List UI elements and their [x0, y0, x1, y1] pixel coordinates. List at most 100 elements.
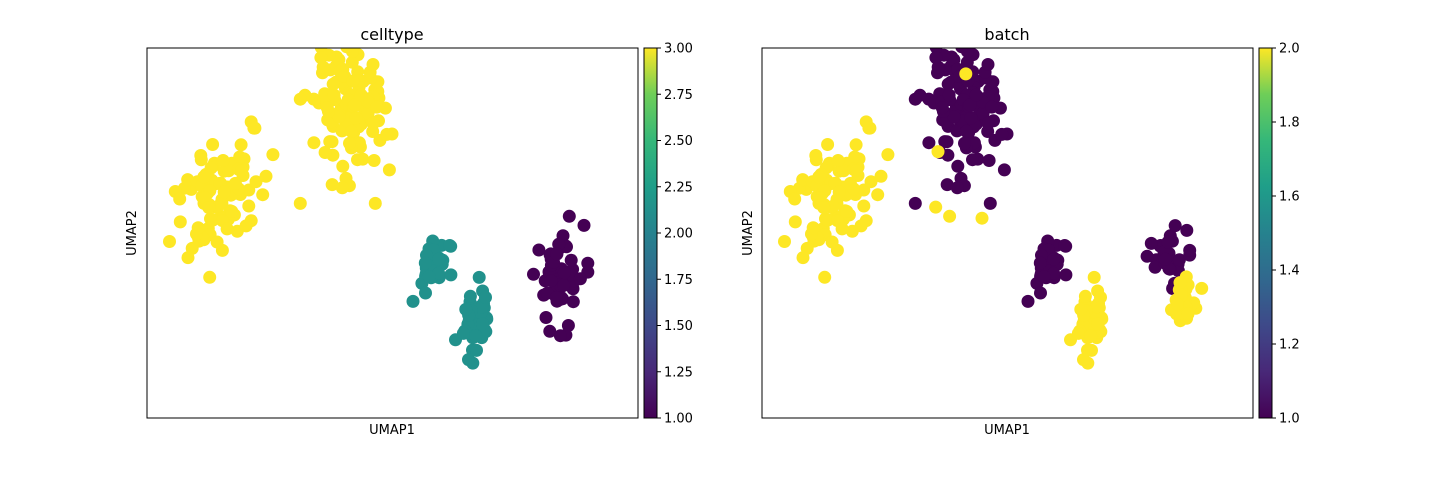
scatter-point [234, 138, 248, 152]
scatter-point [788, 215, 802, 229]
scatter-point [778, 235, 791, 248]
scatter-point [850, 164, 864, 178]
scatter-point [347, 15, 360, 28]
scatter-point [354, 88, 368, 102]
scatter-point [314, 51, 328, 65]
scatter-point [228, 176, 242, 190]
scatter-point [1181, 307, 1195, 321]
scatter-point [835, 222, 849, 236]
colorbar-tick-label: 1.4 [1279, 264, 1300, 279]
colorbar: 1.0 1.2 1.4 1.6 1.8 2.0 [1258, 42, 1300, 427]
scatter-point [422, 270, 436, 284]
scatter-point [959, 20, 972, 33]
scatter-point [418, 256, 432, 270]
scatter-point [1058, 239, 1072, 252]
scatter-point [327, 88, 341, 102]
scatter-point [346, 74, 360, 88]
scatter-point [943, 209, 957, 223]
scatter-point [566, 295, 580, 309]
colorbar-gradient [1258, 47, 1273, 419]
scatter-point [796, 173, 810, 187]
scatter-point [981, 58, 995, 71]
scatter-point [1140, 249, 1154, 263]
scatter-point [550, 247, 564, 261]
scatter-point [961, 24, 974, 37]
panel-title: celltype [360, 25, 423, 44]
scatter-point [825, 235, 839, 249]
scatter-point [859, 214, 873, 228]
scatter-point [210, 235, 224, 249]
scatter-point [259, 169, 273, 183]
scatter-point [940, 178, 954, 192]
scatter-point [577, 218, 591, 232]
scatter-point [837, 164, 851, 178]
scatter-point [985, 100, 999, 114]
scatter-point [959, 124, 973, 138]
scatter-point [1085, 343, 1098, 357]
scatter-point [806, 221, 820, 235]
scatter-point [1047, 252, 1061, 266]
scatter-point [462, 353, 475, 367]
colorbar-tick-label: 1.0 [1279, 412, 1300, 427]
scatter-point [539, 311, 553, 324]
scatter-point [881, 148, 895, 162]
scatter-points [778, 12, 1209, 370]
scatter-point [382, 163, 396, 177]
scatter-point [788, 192, 802, 206]
colorbar-gradient [643, 47, 658, 419]
scatter-point [181, 173, 195, 187]
scatter-point [249, 175, 263, 189]
scatter-point [982, 154, 996, 167]
scatter-point [206, 213, 220, 227]
scatter-point [863, 121, 877, 135]
scatter-point [832, 185, 846, 199]
scatter-point [463, 289, 477, 303]
scatter-point [470, 343, 483, 357]
scatter-point [553, 329, 567, 343]
scatter-point [1084, 329, 1098, 343]
scatter-point [1173, 276, 1187, 290]
scatter-point [1180, 223, 1194, 237]
colorbar-tick-label: 2.50 [664, 134, 693, 149]
scatter-point [197, 170, 211, 184]
scatter-point [181, 251, 195, 265]
colorbar-tick-label: 2.25 [664, 180, 693, 195]
colorbar-tick-label: 1.6 [1279, 190, 1300, 205]
scatter-point [351, 153, 364, 167]
scatter-point [344, 20, 357, 33]
scatter-point [857, 199, 871, 213]
scatter-point [952, 12, 965, 25]
scatter-point [821, 138, 835, 151]
scatter-point [349, 111, 363, 125]
scatter-point [370, 100, 384, 114]
scatter-point [336, 159, 350, 173]
scatter-point [962, 15, 975, 28]
scatter-point [864, 175, 878, 189]
scatter-point [1144, 236, 1158, 250]
scatter-point [874, 169, 888, 183]
colorbar-tick-label: 1.8 [1279, 116, 1300, 131]
panel-celltype: celltype UMAP1 UMAP2 1.00 1.25 1.50 1.75 2.0… [125, 15, 693, 438]
scatter-point [1195, 281, 1209, 295]
scatter-point [963, 98, 977, 112]
scatter-point [173, 192, 187, 206]
scatter-point [222, 164, 236, 178]
colorbar-tick-label: 1.75 [664, 273, 693, 288]
scatter-point [325, 178, 339, 192]
scatter-point [922, 136, 936, 150]
scatter-point [1059, 268, 1073, 282]
plot-frame [761, 47, 1254, 419]
scatter-point [266, 148, 280, 162]
scatter-point [216, 154, 230, 167]
scatter-point [244, 214, 258, 228]
panel-title: batch [984, 25, 1029, 44]
scatter-point [293, 196, 307, 210]
colorbar-tick-label: 3.00 [664, 42, 693, 57]
colorbar-tick-label: 2.00 [664, 227, 693, 242]
scatter-point [242, 199, 256, 213]
scatter-point [581, 256, 595, 270]
scatter-point [1168, 219, 1182, 233]
scatter-point [955, 48, 969, 54]
scatter-point [366, 116, 380, 130]
